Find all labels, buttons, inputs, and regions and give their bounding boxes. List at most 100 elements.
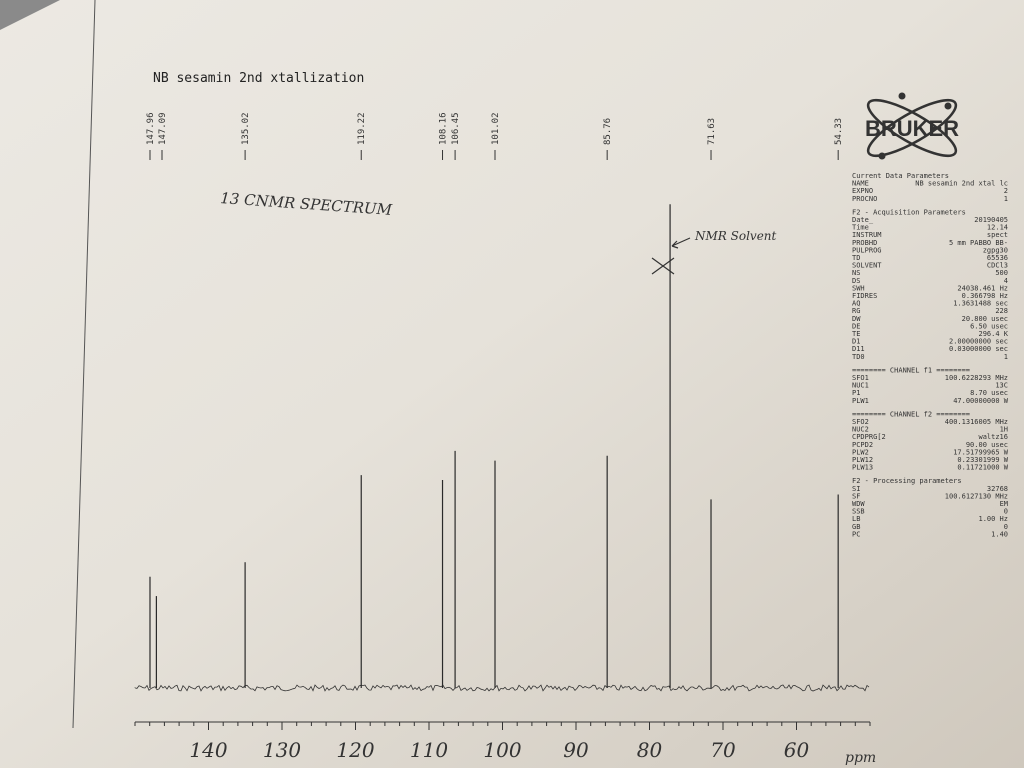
x-tick-label: 110 (410, 738, 448, 762)
x-axis-label: ppm (845, 750, 876, 766)
section-title: ======== CHANNEL f2 ======== (852, 410, 970, 418)
x-tick-label: 70 (710, 738, 736, 762)
param-value: zgpg30 (983, 246, 1008, 254)
param-value: 2.00000000 sec (949, 338, 1008, 346)
param-name: CPDPRG[2 (852, 433, 886, 441)
param-value: 65536 (987, 254, 1008, 262)
param-value: 20.800 usec (962, 315, 1008, 323)
param-name: DS (852, 277, 860, 285)
peak-label: 85.76 (603, 118, 613, 145)
param-name: INSTRUM (852, 231, 882, 239)
frame-line (72, 0, 96, 729)
param-value: 90.00 usec (966, 441, 1008, 449)
param-name: PCPD2 (852, 441, 873, 449)
x-tick-label: 90 (563, 738, 589, 762)
param-value: 228 (995, 307, 1008, 315)
param-name: PULPROG (852, 246, 882, 254)
param-name: PROBHD (852, 239, 877, 247)
param-name: AQ (852, 300, 860, 308)
param-value: 100.6228293 MHz (945, 374, 1008, 382)
peak-label: 108.16 (439, 112, 449, 145)
param-value: 400.1316005 MHz (945, 418, 1008, 426)
param-name: D1 (852, 338, 860, 346)
param-name: NAME (852, 180, 869, 188)
param-value: 2 (1004, 187, 1008, 195)
param-value: 0 (1004, 508, 1008, 516)
param-value: 0.23301999 W (957, 456, 1008, 464)
x-tick-label: 60 (784, 738, 810, 762)
param-value: 12.14 (987, 224, 1008, 232)
logo-text: BRUKER (865, 116, 959, 141)
peak-label: 119.22 (357, 112, 367, 145)
x-tick-label: 120 (336, 738, 374, 762)
param-value: 5 mm PABBO BB- (949, 239, 1008, 247)
param-name: NUC1 (852, 382, 869, 390)
peak-label: 54.33 (834, 118, 844, 145)
param-name: FIDRES (852, 292, 877, 300)
param-name: SF (852, 492, 860, 500)
peak-label: 101.02 (491, 112, 501, 145)
param-name: SI (852, 485, 860, 493)
param-name: PROCNO (852, 195, 877, 203)
param-name: DW (852, 315, 861, 323)
corner-shadow (0, 0, 60, 30)
peak-label: 147.09 (158, 112, 168, 145)
peak-label: 71.63 (707, 118, 717, 145)
param-name: SOLVENT (852, 262, 882, 270)
param-value: 1 (1004, 353, 1008, 361)
param-name: P1 (852, 389, 860, 397)
param-name: SSB (852, 508, 865, 516)
param-name: PLW2 (852, 448, 869, 456)
chart-title: NB sesamin 2nd xtallization (153, 71, 364, 86)
param-value: 0 (1004, 523, 1008, 531)
x-tick-label: 130 (263, 738, 301, 762)
param-value: 1.40 (991, 530, 1008, 538)
param-value: 1H (1000, 426, 1008, 434)
param-value: CDCl3 (987, 262, 1008, 270)
param-name: TD (852, 254, 860, 262)
section-title: ======== CHANNEL f1 ======== (852, 366, 970, 374)
solvent-note: NMR Solvent (694, 229, 777, 243)
x-tick-label: 80 (637, 738, 663, 762)
param-name: LB (852, 515, 860, 523)
param-name: PLW1 (852, 397, 869, 405)
param-value: 0.03000000 sec (949, 345, 1008, 353)
param-value: 6.50 usec (970, 322, 1008, 330)
section-title: Current Data Parameters (852, 172, 949, 180)
param-name: DE (852, 322, 860, 330)
param-name: PLW13 (852, 464, 873, 472)
param-value: 0.366798 Hz (962, 292, 1008, 300)
param-name: PC (852, 530, 860, 538)
param-name: TE (852, 330, 860, 338)
peak-label: 135.02 (241, 112, 251, 145)
param-name: SFO2 (852, 418, 869, 426)
param-name: Time (852, 224, 869, 232)
param-name: RG (852, 307, 860, 315)
param-name: TD0 (852, 353, 865, 361)
baseline-noise (134, 684, 870, 692)
peak-label: 147.96 (146, 112, 156, 145)
peak-label: 106.45 (451, 112, 461, 145)
param-value: 32768 (987, 485, 1008, 493)
param-value: 1.00 Hz (978, 515, 1008, 523)
param-name: D11 (852, 345, 865, 353)
param-value: 100.6127130 MHz (945, 492, 1008, 500)
param-value: 20190405 (974, 216, 1008, 224)
param-value: 0.11721000 W (957, 464, 1008, 472)
section-title: F2 - Acquisition Parameters (852, 208, 966, 216)
param-value: EM (1000, 500, 1008, 508)
note-arrow (651, 237, 691, 275)
param-name: WDW (852, 500, 865, 508)
param-value: 24038.461 Hz (957, 284, 1008, 292)
param-value: 500 (995, 269, 1008, 277)
param-name: GB (852, 523, 860, 531)
param-value: 8.70 usec (970, 389, 1008, 397)
param-value: 4 (1004, 277, 1008, 285)
param-name: NUC2 (852, 426, 869, 434)
param-value: 296.4 K (978, 330, 1008, 338)
param-value: 1.3631488 sec (953, 300, 1008, 308)
param-value: waltz16 (978, 433, 1008, 441)
